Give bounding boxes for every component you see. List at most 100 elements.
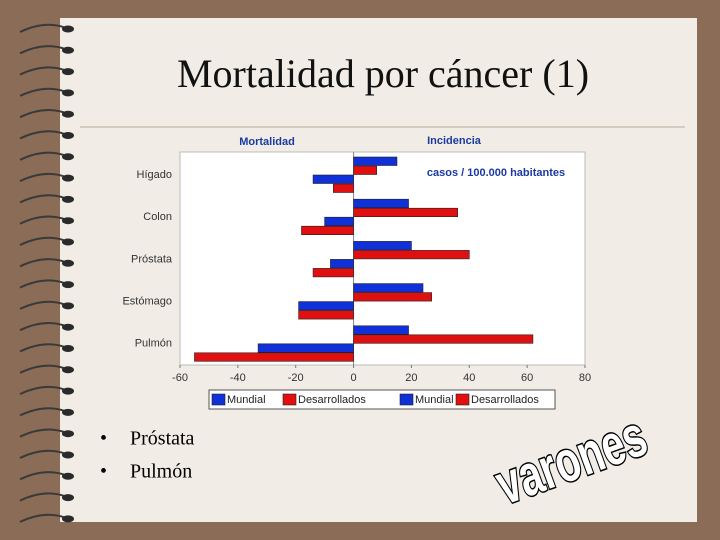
x-tick-label: 0	[351, 372, 357, 384]
binding-ring	[19, 428, 67, 438]
chart: -60 -40 -20 0 20 40 60 80 Hígado Colon Próstata Est…	[122, 152, 591, 406]
y-tick-label: Próstata	[131, 253, 173, 265]
binding-hole	[62, 494, 74, 502]
binding-ring	[19, 385, 67, 396]
x-tick-label: 60	[521, 372, 533, 384]
binding-hole	[62, 302, 74, 310]
binding-ring	[19, 471, 67, 481]
binding-ring	[19, 236, 67, 246]
binding-hole	[62, 387, 74, 395]
x-tick-label: 80	[579, 372, 591, 384]
binding-hole	[62, 408, 74, 416]
binding-ring	[19, 23, 67, 33]
binding-ring	[19, 130, 67, 140]
legend-swatch	[282, 393, 297, 406]
binding-ring	[19, 364, 67, 374]
binding-hole	[62, 238, 74, 246]
binding-ring	[19, 45, 67, 55]
bar	[353, 292, 432, 302]
binding-ring	[19, 194, 67, 204]
legend-label: Mundial	[415, 394, 454, 406]
binding-ring	[19, 343, 67, 353]
bar	[298, 310, 354, 320]
binding-ring	[19, 151, 67, 161]
legend-swatch	[211, 393, 226, 406]
binding-ring	[19, 66, 67, 76]
bar	[257, 343, 354, 353]
legend-swatch	[455, 393, 470, 406]
binding-hole	[62, 345, 74, 352]
annotation: casos / 100.000 habitantes	[427, 167, 565, 179]
bar	[324, 216, 354, 226]
binding-hole	[62, 515, 74, 523]
binding-hole	[62, 323, 74, 331]
bullet: Próstata	[130, 428, 195, 450]
binding-hole	[62, 430, 74, 438]
binding	[19, 23, 74, 523]
bar	[312, 174, 354, 184]
bar	[353, 283, 424, 293]
y-tick-label: Pulmón	[135, 338, 172, 350]
bar	[353, 250, 470, 260]
binding-hole	[62, 25, 74, 33]
legend-label: Mundial	[227, 394, 266, 406]
bar	[312, 268, 354, 278]
binding-hole	[62, 195, 74, 203]
binding-ring	[19, 407, 67, 417]
binding-ring	[19, 449, 67, 459]
binding-hole	[62, 153, 74, 161]
bar	[330, 259, 354, 269]
bar	[353, 198, 409, 208]
bullet-mark: •	[100, 461, 107, 483]
binding-hole	[62, 472, 74, 480]
bar	[353, 241, 412, 251]
legend-label: Desarrollados	[471, 394, 539, 406]
bar	[301, 225, 354, 235]
binding-hole	[62, 68, 74, 76]
y-tick-label: Hígado	[137, 169, 172, 181]
x-tick-label: -60	[172, 372, 188, 384]
binding-hole	[62, 46, 74, 54]
legend-swatch	[399, 393, 414, 406]
x-tick-label: 40	[463, 372, 475, 384]
binding-ring	[19, 87, 67, 97]
bullet-mark: •	[100, 428, 107, 450]
x-tick-label: -40	[230, 372, 246, 384]
y-tick-label: Colon	[143, 211, 172, 223]
binding-ring	[19, 492, 67, 502]
binding-hole	[62, 259, 74, 267]
binding-hole	[62, 217, 74, 225]
bar	[353, 156, 398, 166]
binding-ring	[19, 109, 67, 119]
bar	[353, 334, 534, 344]
binding-hole	[62, 174, 74, 182]
binding-ring	[19, 258, 67, 268]
bar	[353, 325, 409, 335]
binding-ring	[19, 322, 67, 332]
binding-ring	[19, 215, 67, 225]
bar	[333, 183, 354, 193]
binding-hole	[62, 281, 74, 289]
bar	[298, 301, 354, 311]
legend-label: Desarrollados	[298, 394, 366, 406]
x-tick-label: 20	[405, 372, 417, 384]
bar	[353, 165, 378, 175]
group-header: Incidencia	[427, 135, 482, 147]
x-tick-label: -20	[288, 372, 304, 384]
slide-title: Mortalidad por cáncer (1)	[177, 51, 589, 96]
binding-ring	[19, 513, 67, 523]
binding-hole	[62, 110, 74, 118]
binding-hole	[62, 89, 74, 97]
y-tick-label: Estómago	[122, 296, 172, 308]
bullet: Pulmón	[130, 461, 192, 483]
group-header: Mortalidad	[239, 136, 295, 148]
binding-ring	[19, 279, 67, 289]
binding-ring	[19, 300, 67, 310]
binding-hole	[62, 366, 74, 374]
bar	[353, 207, 459, 217]
binding-hole	[62, 132, 74, 139]
binding-ring	[19, 172, 67, 183]
binding-hole	[62, 451, 74, 459]
